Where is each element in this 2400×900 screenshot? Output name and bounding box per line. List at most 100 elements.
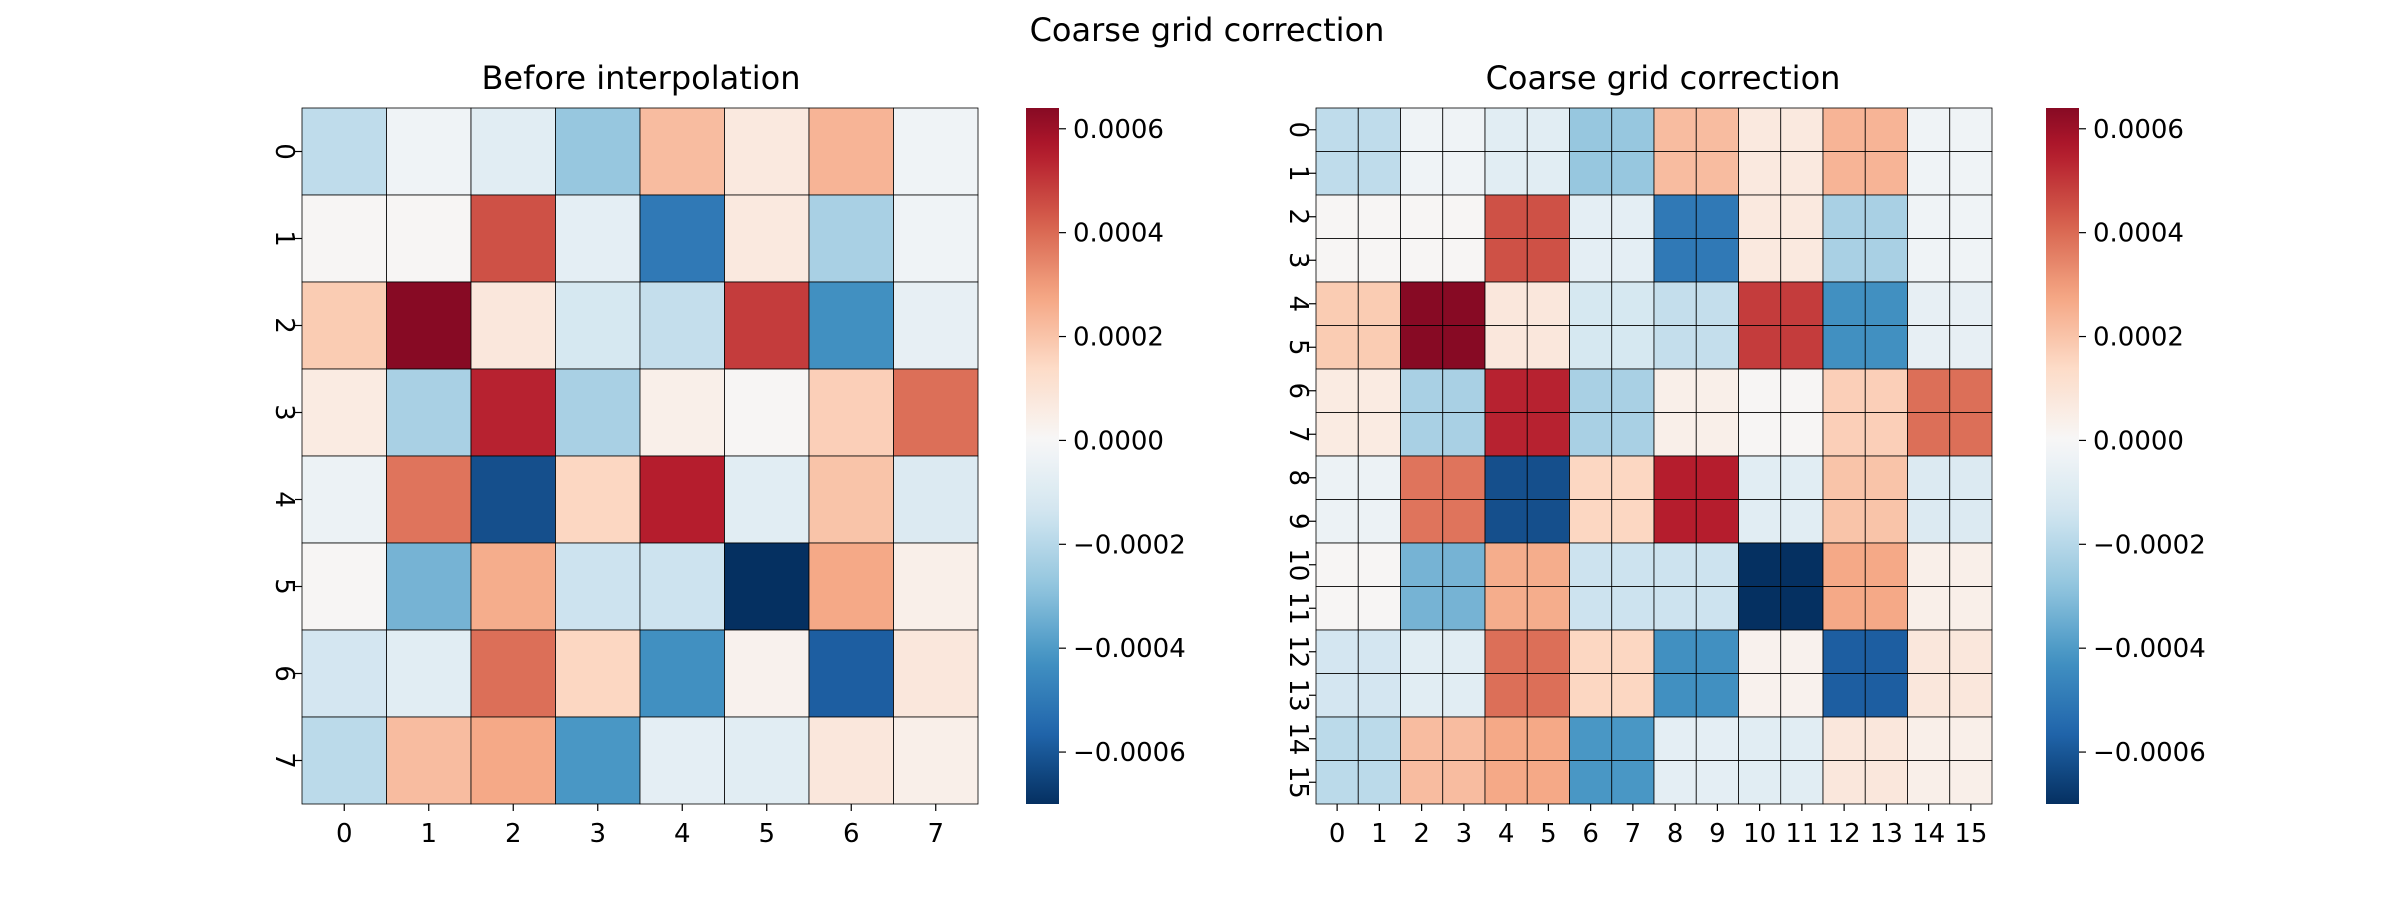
heatmap-cell <box>1526 499 1570 544</box>
heatmap-cell <box>386 629 472 718</box>
heatmap-cell <box>1653 586 1697 631</box>
heatmap-cell <box>1611 194 1655 239</box>
heatmap-cell <box>1822 368 1866 413</box>
colorbar-gradient <box>1026 108 1059 804</box>
heatmap-cell <box>1822 151 1866 196</box>
heatmap-cell <box>1780 238 1824 283</box>
heatmap-cell <box>1738 629 1782 674</box>
heatmap-cell <box>1949 629 1993 674</box>
heatmap-cell <box>1822 281 1866 326</box>
heatmap-cell <box>1864 542 1908 587</box>
heatmap-cell <box>555 281 641 370</box>
heatmap-cell <box>386 455 472 544</box>
heatmap-cell <box>386 716 472 805</box>
y-tick-label: 0 <box>269 143 299 160</box>
heatmap-cell <box>1822 586 1866 631</box>
x-tick-label: 15 <box>1954 819 1987 849</box>
heatmap-cell <box>1400 107 1444 152</box>
heatmap-cell <box>1400 281 1444 326</box>
heatmap-cell <box>1526 281 1570 326</box>
heatmap-cell <box>724 107 810 196</box>
heatmap-cell <box>1949 673 1993 718</box>
heatmap-title: Coarse grid correction <box>1486 59 1841 97</box>
heatmap-cell <box>1949 325 1993 370</box>
y-tick-label: 9 <box>1283 513 1313 530</box>
heatmap-cell <box>1822 325 1866 370</box>
heatmap-cell <box>1569 760 1613 805</box>
heatmap-cell <box>1907 325 1951 370</box>
heatmap-title: Before interpolation <box>481 59 800 97</box>
x-tick-label: 3 <box>589 819 606 849</box>
heatmap-cell <box>1822 629 1866 674</box>
heatmap-cell <box>1907 629 1951 674</box>
colorbar-tick-label: 0.0006 <box>1073 115 1164 145</box>
heatmap-cell <box>1569 368 1613 413</box>
heatmap-cell <box>1526 151 1570 196</box>
y-tick-label: 1 <box>269 230 299 247</box>
heatmap-cell <box>1526 412 1570 457</box>
heatmap-cell <box>724 716 810 805</box>
colorbar-ticks: 0.0006 0.0004 0.0002 0.0000 −0.0002 −0.0004 −0… <box>1059 115 1186 768</box>
heatmap-before-interpolation: Before interpolation 0 1 2 3 4 5 6 7 0 1 2 3 4 5 6 7 0… <box>269 59 1186 849</box>
heatmap-cell <box>1442 542 1486 587</box>
heatmap-cell <box>1738 455 1782 500</box>
heatmap-cell <box>1357 194 1401 239</box>
heatmap-cell <box>555 194 641 283</box>
heatmap-cell <box>1484 760 1528 805</box>
y-tick-label: 2 <box>269 317 299 334</box>
heatmap-cell <box>1822 107 1866 152</box>
heatmap-cell <box>555 542 641 631</box>
heatmap-cell <box>1526 760 1570 805</box>
heatmap-cell <box>1780 499 1824 544</box>
heatmap-cell <box>1864 325 1908 370</box>
heatmap-cell <box>301 542 387 631</box>
heatmap-cell <box>1526 325 1570 370</box>
heatmap-cell <box>893 281 979 370</box>
y-tick-label: 8 <box>1283 469 1313 486</box>
heatmap-cell <box>386 368 472 457</box>
y-tick-label: 1 <box>1283 165 1313 182</box>
heatmap-cell <box>1611 368 1655 413</box>
heatmap-cell <box>1864 673 1908 718</box>
heatmap-cell <box>1822 716 1866 761</box>
heatmap-cell <box>639 107 725 196</box>
heatmap-cell <box>1653 455 1697 500</box>
heatmap-cell <box>639 281 725 370</box>
heatmap-cell <box>1569 281 1613 326</box>
heatmap-cell <box>1442 151 1486 196</box>
heatmap-cell <box>1315 281 1359 326</box>
heatmap-cell <box>1864 499 1908 544</box>
heatmap-coarse-grid-correction: Coarse grid correction 0 1 2 3 4 5 6 7 8 9 10 11 12 1… <box>1283 59 2206 849</box>
heatmap-cell <box>1611 412 1655 457</box>
heatmap-cell <box>1822 238 1866 283</box>
heatmap-cell <box>1949 716 1993 761</box>
heatmap-cell <box>1400 716 1444 761</box>
heatmap-cell <box>1569 586 1613 631</box>
heatmap-cell <box>1442 760 1486 805</box>
heatmap-cell <box>1526 629 1570 674</box>
heatmap-cell <box>724 629 810 718</box>
x-tick-label: 14 <box>1912 819 1945 849</box>
heatmap-cell <box>1738 107 1782 152</box>
heatmap-cell <box>1907 151 1951 196</box>
heatmap-cell <box>1611 238 1655 283</box>
heatmap-cell <box>1907 455 1951 500</box>
heatmap-cell <box>1738 499 1782 544</box>
heatmap-cell <box>1738 586 1782 631</box>
heatmap-cell <box>1822 499 1866 544</box>
x-tick-label: 5 <box>758 819 775 849</box>
heatmap-cell <box>386 194 472 283</box>
heatmap-cell <box>1949 542 1993 587</box>
heatmap-cell <box>1907 673 1951 718</box>
heatmap-cell <box>555 716 641 805</box>
heatmap-cell <box>1357 499 1401 544</box>
y-tick-label: 6 <box>1283 382 1313 399</box>
x-tick-label: 4 <box>1498 819 1515 849</box>
heatmap-cell <box>1400 673 1444 718</box>
heatmap-cell <box>1695 281 1739 326</box>
heatmap-cell <box>1780 542 1824 587</box>
heatmap-cell <box>1822 412 1866 457</box>
heatmap-cell <box>808 107 894 196</box>
heatmap-cell <box>1400 760 1444 805</box>
heatmap-cell <box>639 194 725 283</box>
